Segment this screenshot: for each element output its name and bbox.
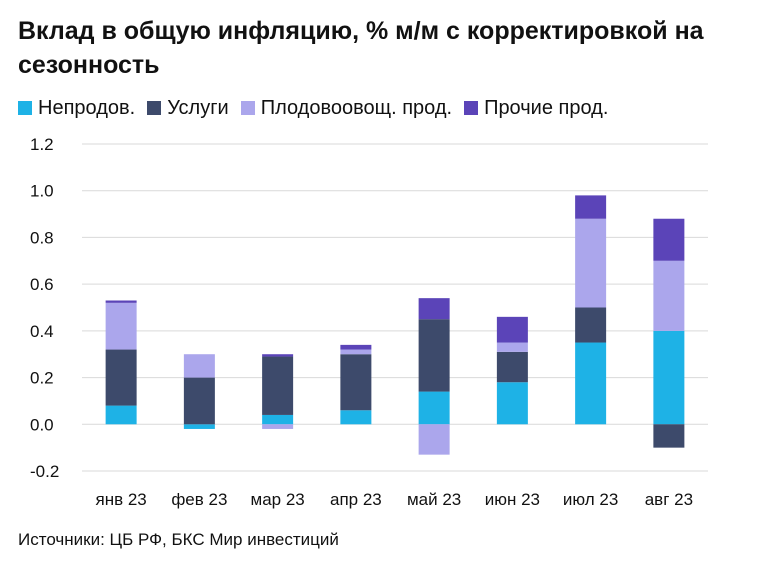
legend-swatch-services: [147, 101, 162, 115]
bar-segment-3: [183, 354, 215, 378]
bar-segment-3: [340, 349, 372, 355]
bar-segment-1: [340, 410, 372, 425]
x-tick-label: авг 23: [645, 490, 693, 509]
bar-segment-3: [496, 342, 528, 352]
bar-segment-2: [183, 377, 215, 425]
x-tick-label: май 23: [407, 490, 461, 509]
source-note: Источники: ЦБ РФ, БКС Мир инвестиций: [18, 530, 339, 549]
bar-segment-3: [105, 302, 137, 350]
chart-title: Вклад в общую инфляцию, % м/м с корректи…: [18, 17, 704, 79]
bar-segment-1: [418, 391, 450, 425]
bar-segment-1: [653, 330, 685, 425]
legend-label-fruitveg: Плодовоовощ. прод.: [260, 96, 453, 119]
x-tick-label: июн 23: [485, 490, 540, 509]
bar-segment-2: [575, 307, 607, 343]
bar-segment-4: [262, 354, 294, 357]
y-tick-label: 0.6: [30, 275, 54, 294]
bar-segment-3: [575, 218, 607, 308]
y-tick-label: 0.4: [30, 322, 54, 341]
bar-segment-3: [653, 260, 685, 331]
x-tick-label: янв 23: [95, 490, 146, 509]
bar-segment-2: [105, 349, 137, 406]
x-tick-label: апр 23: [330, 490, 382, 509]
x-tick-label: фев 23: [171, 490, 227, 509]
bar-segment-3: [262, 424, 294, 429]
legend-label-otherfood: Прочие прод.: [484, 96, 609, 119]
bar-segment-1: [575, 342, 607, 425]
y-tick-label: -0.2: [30, 462, 59, 481]
y-tick-label: 1.0: [30, 182, 54, 201]
bar-segment-1: [105, 405, 137, 425]
legend-item-services: Услуги: [147, 97, 229, 120]
bar-segment-4: [105, 300, 137, 303]
bar-segment-4: [575, 195, 607, 219]
y-tick-label: 0.0: [30, 415, 54, 434]
legend-label-nonfood: Непродов.: [38, 96, 136, 119]
legend: Непродов. Услуги Плодовоовощ. прод. Проч…: [18, 94, 620, 122]
bar-segment-4: [496, 316, 528, 343]
y-tick-label: 0.2: [30, 369, 54, 388]
legend-swatch-fruitveg: [240, 101, 255, 115]
legend-label-services: Услуги: [167, 96, 229, 119]
x-tick-label: мар 23: [251, 490, 305, 509]
bar-segment-2: [496, 351, 528, 383]
x-tick-label: июл 23: [563, 490, 618, 509]
legend-swatch-otherfood: [464, 101, 479, 115]
legend-item-otherfood: Прочие прод.: [464, 97, 608, 120]
y-tick-label: 1.2: [30, 135, 54, 154]
bar-segment-4: [340, 344, 372, 350]
bar-segment-1: [262, 414, 294, 425]
bar-segment-3: [418, 424, 450, 455]
bar-segment-1: [183, 424, 215, 429]
bar-segment-2: [262, 356, 294, 415]
bar-segment-1: [496, 382, 528, 425]
legend-swatch-nonfood: [18, 101, 32, 115]
legend-item-nonfood: Непродов.: [18, 97, 135, 120]
bar-segment-4: [418, 298, 450, 320]
bar-segment-2: [340, 354, 372, 411]
bar-segment-2: [418, 319, 450, 392]
y-tick-label: 0.8: [30, 228, 54, 247]
bar-segment-2: [653, 424, 685, 448]
bar-segment-4: [653, 218, 685, 261]
legend-item-fruitveg: Плодовоовощ. прод.: [240, 96, 453, 120]
